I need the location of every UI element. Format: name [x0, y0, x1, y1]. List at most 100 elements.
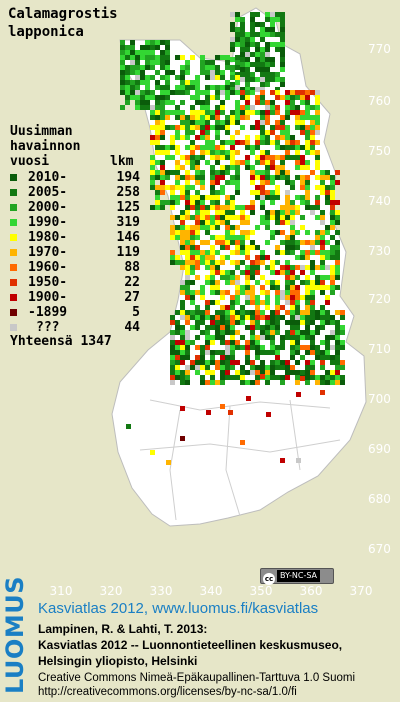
observation-cell: [285, 285, 290, 290]
observation-cell: [325, 345, 330, 350]
observation-cell: [285, 270, 290, 275]
observation-cell: [240, 260, 245, 265]
observation-cell: [210, 285, 215, 290]
legend-swatch: [10, 309, 17, 316]
observation-cell: [300, 120, 305, 125]
observation-cell: [255, 320, 260, 325]
observation-cell: [305, 150, 310, 155]
observation-cell: [235, 190, 240, 195]
observation-cell: [315, 105, 320, 110]
observation-cell: [205, 380, 210, 385]
observation-cell: [245, 67, 250, 72]
observation-cell: [280, 77, 285, 82]
observation-cell: [210, 380, 215, 385]
observation-cell: [305, 175, 310, 180]
cc-license-badge[interactable]: cc BY-NC-SA: [260, 568, 334, 585]
x-tick: 330: [149, 584, 173, 598]
observation-cell: [185, 170, 190, 175]
observation-cell: [315, 200, 320, 205]
observation-cell: [245, 235, 250, 240]
observation-cell: [200, 375, 205, 380]
observation-cell: [235, 60, 240, 65]
observation-cell: [275, 47, 280, 52]
observation-cell: [170, 335, 175, 340]
observation-cell: [230, 270, 235, 275]
observation-cell: [215, 195, 220, 200]
observation-cell: [205, 110, 210, 115]
observation-cell: [290, 250, 295, 255]
observation-cell: [305, 320, 310, 325]
observation-cell: [285, 375, 290, 380]
observation-cell: [330, 190, 335, 195]
observation-cell: [200, 355, 205, 360]
observation-cell: [240, 105, 245, 110]
observation-cell: [160, 75, 165, 80]
observation-cell: [195, 180, 200, 185]
observation-cell: [215, 320, 220, 325]
observation-cell: [175, 175, 180, 180]
observation-cell: [270, 360, 275, 365]
observation-cell: [195, 310, 200, 315]
observation-cell: [210, 195, 215, 200]
observation-cell: [300, 160, 305, 165]
observation-cell: [335, 335, 340, 340]
observation-cell: [265, 17, 270, 22]
observation-cell: [230, 280, 235, 285]
observation-cell: [210, 155, 215, 160]
observation-cell: [175, 330, 180, 335]
observation-cell: [335, 245, 340, 250]
observation-cell: [160, 105, 165, 110]
observation-cell: [200, 260, 205, 265]
observation-cell: [320, 320, 325, 325]
observation-cell: [240, 205, 245, 210]
observation-cell: [190, 245, 195, 250]
kasviatlas-link[interactable]: Kasviatlas 2012, www.luomus.fi/kasviatla…: [38, 600, 319, 617]
observation-cell: [185, 295, 190, 300]
observation-cell: [280, 67, 285, 72]
observation-cell: [140, 75, 145, 80]
observation-cell: [245, 82, 250, 87]
observation-cell: [260, 185, 265, 190]
observation-cell: [150, 140, 155, 145]
observation-cell: [255, 310, 260, 315]
observation-cell: [150, 110, 155, 115]
observation-cell: [275, 140, 280, 145]
observation-cell: [270, 375, 275, 380]
observation-cell: [210, 150, 215, 155]
observation-cell: [135, 75, 140, 80]
observation-cell: [220, 85, 225, 90]
observation-cell: [210, 340, 215, 345]
observation-cell: [280, 82, 285, 87]
license-url[interactable]: http://creativecommons.org/licenses/by-n…: [38, 686, 297, 698]
observation-cell: [290, 215, 295, 220]
observation-cell: [335, 355, 340, 360]
observation-cell: [260, 285, 265, 290]
observation-cell: [180, 230, 185, 235]
observation-cell: [195, 170, 200, 175]
observation-cell: [180, 65, 185, 70]
observation-cell: [290, 205, 295, 210]
observation-cell: [210, 115, 215, 120]
legend-count: 146: [116, 230, 140, 245]
legend-count: 27: [124, 290, 140, 305]
observation-cell: [280, 145, 285, 150]
observation-cell: [265, 195, 270, 200]
observation-cell: [235, 235, 240, 240]
observation-cell: [280, 365, 285, 370]
observation-cell: [310, 150, 315, 155]
observation-cell: [180, 330, 185, 335]
observation-cell: [205, 240, 210, 245]
observation-cell: [290, 110, 295, 115]
observation-cell: [245, 360, 250, 365]
observation-cell: [230, 210, 235, 215]
observation-cell: [265, 315, 270, 320]
observation-cell: [310, 365, 315, 370]
observation-cell: [285, 170, 290, 175]
observation-cell: [140, 55, 145, 60]
observation-cell: [245, 160, 250, 165]
observation-cell: [265, 325, 270, 330]
observation-cell: [220, 75, 225, 80]
observation-cell: [295, 345, 300, 350]
observation-cell: [305, 250, 310, 255]
observation-cell: [220, 175, 225, 180]
